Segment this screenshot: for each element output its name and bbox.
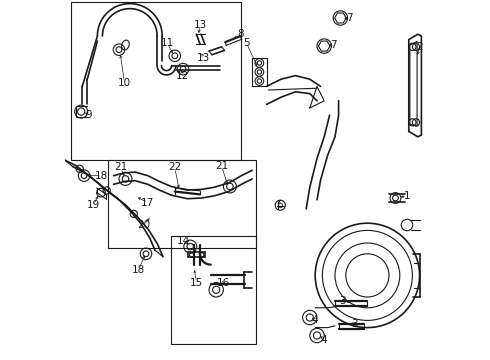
Text: 14: 14 (177, 236, 191, 246)
Text: 7: 7 (346, 13, 353, 23)
Text: 12: 12 (175, 71, 189, 81)
Text: 21: 21 (114, 162, 127, 172)
Bar (171, 236, 256, 344)
Text: 3: 3 (339, 296, 345, 306)
Text: 9: 9 (85, 110, 92, 120)
Text: 10: 10 (118, 78, 131, 88)
Text: 1: 1 (404, 191, 410, 201)
Text: 15: 15 (190, 278, 203, 288)
Text: 11: 11 (161, 38, 174, 48)
Text: 22: 22 (168, 162, 181, 172)
Bar (108, 160, 256, 248)
Text: 18: 18 (95, 171, 108, 181)
Text: 5: 5 (244, 38, 250, 48)
Text: 13: 13 (197, 53, 210, 63)
Text: 17: 17 (141, 198, 154, 208)
Text: 7: 7 (330, 40, 337, 50)
Text: 19: 19 (87, 200, 100, 210)
Text: 20: 20 (138, 220, 151, 230)
Text: 2: 2 (416, 42, 423, 52)
Text: 21: 21 (215, 161, 228, 171)
Text: 4: 4 (321, 335, 327, 345)
Text: 4: 4 (312, 315, 318, 325)
Text: 18: 18 (132, 265, 146, 275)
Text: 6: 6 (276, 200, 283, 210)
Text: 16: 16 (217, 278, 230, 288)
Text: 3: 3 (351, 319, 358, 329)
Text: 13: 13 (194, 20, 207, 30)
Bar (72, 2, 242, 160)
Text: 8: 8 (237, 29, 244, 39)
